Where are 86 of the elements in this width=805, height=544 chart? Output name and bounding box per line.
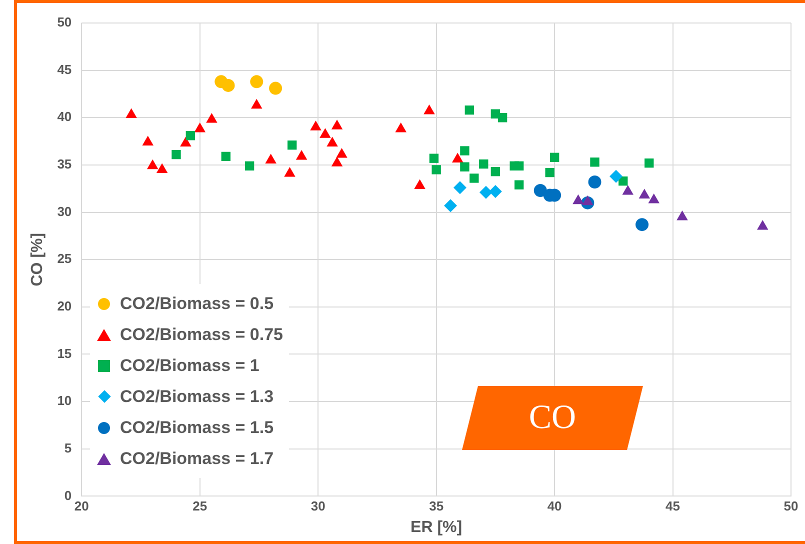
y-tick-label: 35 xyxy=(57,156,72,172)
point xyxy=(636,218,649,232)
point xyxy=(269,82,282,95)
legend-label: CO2/Biomass = 0.75 xyxy=(120,324,284,344)
y-tick-label: 50 xyxy=(57,14,72,30)
point xyxy=(172,150,181,160)
point xyxy=(550,152,560,162)
y-tick-label: 0 xyxy=(64,488,72,503)
point xyxy=(331,156,343,166)
y-tick-label: 45 xyxy=(57,62,72,77)
point xyxy=(498,113,508,122)
point xyxy=(221,152,230,162)
point xyxy=(206,113,218,123)
point xyxy=(432,165,441,174)
point xyxy=(142,136,154,146)
point xyxy=(572,194,584,204)
point xyxy=(424,104,435,114)
annotation: CO xyxy=(528,398,578,438)
point xyxy=(470,174,479,183)
point xyxy=(222,78,235,92)
point xyxy=(460,162,470,172)
point xyxy=(310,120,322,130)
point xyxy=(414,179,426,190)
point xyxy=(126,108,137,118)
x-tick-label: 40 xyxy=(547,498,562,514)
point xyxy=(444,199,458,212)
y-tick-label: 15 xyxy=(57,346,72,361)
legend-label: CO2/Biomass = 1.5 xyxy=(120,418,274,438)
point xyxy=(622,184,634,195)
point xyxy=(194,122,206,132)
x-tick-label: 45 xyxy=(666,498,680,514)
point xyxy=(610,170,623,183)
point xyxy=(284,166,296,177)
point xyxy=(638,188,650,198)
y-tick-label: 30 xyxy=(57,204,72,219)
legend-label: CO2/Biomass = 1 xyxy=(120,356,260,376)
point xyxy=(676,210,688,220)
x-tick-label: 25 xyxy=(192,498,208,514)
y-tick-label: 10 xyxy=(57,393,72,408)
point xyxy=(146,159,158,170)
point xyxy=(464,105,474,115)
x-tick-label: 50 xyxy=(784,498,798,514)
x-axis-title: ER [%] xyxy=(410,518,462,536)
y-tick-label: 25 xyxy=(57,251,72,266)
x-tick-label: 20 xyxy=(74,498,89,514)
point xyxy=(288,140,297,150)
point xyxy=(326,136,338,146)
point xyxy=(756,220,768,230)
point xyxy=(331,120,343,130)
point xyxy=(320,128,331,138)
legend-label: CO2/Biomass = 0.5 xyxy=(120,294,274,314)
point xyxy=(582,195,594,206)
y-tick-label: 5 xyxy=(64,440,72,456)
point xyxy=(588,175,602,188)
point xyxy=(251,98,262,109)
point xyxy=(244,161,254,171)
point xyxy=(460,146,470,156)
point xyxy=(395,122,406,132)
point xyxy=(479,159,488,169)
legend-label: CO2/Biomass = 1.7 xyxy=(120,448,274,468)
point xyxy=(590,158,600,167)
point xyxy=(644,158,654,168)
point xyxy=(534,184,547,198)
point xyxy=(156,163,168,173)
y-axis-title: CO [%] xyxy=(29,232,46,286)
point xyxy=(186,131,196,140)
point xyxy=(180,136,192,146)
point xyxy=(452,152,464,163)
point xyxy=(648,193,660,204)
x-tick-label: 30 xyxy=(310,498,326,514)
y-tick-label: 40 xyxy=(57,109,72,124)
point xyxy=(296,150,308,160)
point xyxy=(514,161,524,171)
y-tick-label: 20 xyxy=(57,298,72,314)
point xyxy=(265,154,276,164)
point xyxy=(514,180,524,190)
point xyxy=(479,186,492,199)
x-tick-label: 35 xyxy=(429,498,444,514)
point xyxy=(429,154,439,163)
point xyxy=(545,168,554,178)
point xyxy=(250,75,264,88)
point xyxy=(488,184,502,198)
point xyxy=(453,181,466,194)
point xyxy=(336,148,348,158)
point xyxy=(490,166,500,176)
legend-label: CO2/Biomass = 1.3 xyxy=(120,386,274,406)
